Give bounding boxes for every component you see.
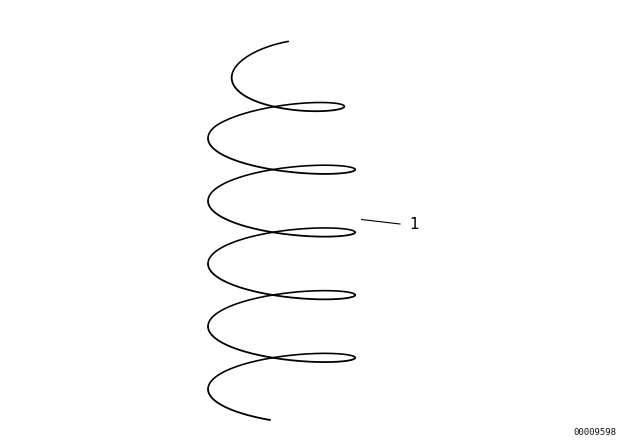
Text: 00009598: 00009598 [573,428,617,437]
Text: 1: 1 [410,216,419,232]
